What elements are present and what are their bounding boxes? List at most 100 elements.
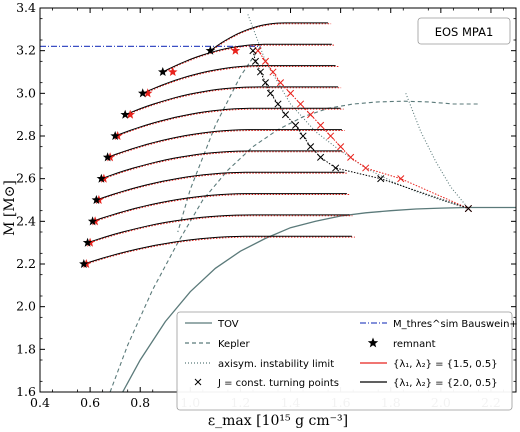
sequence-red-10	[213, 23, 332, 50]
black-turning-point-10	[317, 153, 325, 161]
red-turning-point-4	[286, 89, 295, 97]
y-tick-label-3: 2.2	[16, 256, 36, 271]
y-tick-label-5: 2.6	[16, 171, 36, 186]
sequence-black-2	[92, 193, 347, 222]
legend-turning-label: J = const. turning points	[217, 378, 339, 389]
tov-curve	[122, 206, 516, 393]
black-turning-point-12	[377, 175, 385, 183]
eos-label: EOS MPA1	[435, 25, 494, 39]
black-remnant-5	[102, 152, 113, 162]
y-tick-label-2: 2.0	[16, 299, 36, 314]
black-turning-point-6	[281, 111, 290, 119]
sequence-black-3	[96, 171, 345, 201]
red-remnant-7	[125, 109, 135, 119]
sequence-red-8	[145, 66, 339, 94]
black-remnant-8	[138, 88, 148, 98]
black-turning-point-11	[332, 164, 340, 172]
kepler-upper-curve	[177, 46, 261, 233]
black-remnant-6	[110, 131, 120, 140]
black-turning-point-2	[256, 68, 265, 76]
sequence-black-6	[115, 107, 341, 137]
legend-instability-label: axisym. instability limit	[218, 359, 334, 370]
legend-remnant-star-icon	[367, 337, 379, 348]
black-turning-point-3	[261, 79, 270, 87]
sequence-black-8	[142, 65, 336, 94]
red-turning-point-3	[276, 79, 285, 87]
x-tick-label-1: 0.6	[80, 395, 100, 410]
black-turning-point-0	[249, 47, 257, 55]
y-tick-label-8: 3.2	[16, 43, 36, 58]
sequence-red-3	[99, 172, 348, 201]
x-tick-label-0: 0.4	[30, 395, 50, 410]
black-remnant-4	[96, 173, 107, 183]
y-tick-label-1: 1.8	[16, 341, 36, 356]
red-remnant-8	[143, 88, 153, 98]
legend-kepler-label: Kepler	[218, 339, 250, 350]
legend-tov-label: TOV	[217, 319, 239, 330]
red-turning-point-11	[362, 164, 370, 172]
black-turning-point-8	[299, 132, 307, 140]
sequence-red-0	[86, 236, 355, 265]
black-turning-point-1	[251, 57, 260, 65]
red-turning-point-8	[327, 132, 335, 140]
red-turning-point-9	[337, 143, 345, 151]
black-remnant-10	[205, 45, 216, 55]
chart-curves	[40, 14, 516, 393]
black-turning-point-9	[307, 143, 315, 151]
legend-red-label: {λ₁, λ₂} = {1.5, 0.5}	[393, 359, 498, 370]
red-turning-point-5	[296, 100, 305, 108]
sequence-black-7	[125, 86, 339, 116]
black-turning-point-5	[274, 100, 282, 108]
red-remnant-10	[230, 45, 241, 55]
sequence-black-9	[162, 43, 332, 73]
black-remnant-1	[82, 237, 93, 247]
y-tick-label-0: 1.6	[16, 384, 36, 399]
sequence-red-2	[95, 194, 350, 222]
red-turning-point-10	[347, 153, 355, 161]
black-turning-point-7	[291, 121, 300, 129]
sequence-black-1	[87, 214, 350, 244]
y-tick-label-6: 2.8	[16, 128, 36, 143]
red-turning-point-1	[261, 57, 270, 65]
black-remnant-9	[158, 67, 168, 76]
black-remnant-3	[91, 195, 102, 204]
sequence-black-0	[83, 235, 352, 265]
x-axis-title: ε_max [10¹⁵ g cm⁻³]	[208, 413, 348, 429]
instability-branch-curve	[405, 93, 469, 209]
legend-threshold-label: M_thres^sim Bauswein+ (2020)	[393, 319, 520, 330]
sequence-black-5	[107, 129, 342, 158]
legend-black-label: {λ₁, λ₂} = {2.0, 0.5}	[393, 378, 498, 389]
legend: TOV Kepler axisym. instability limit J =…	[176, 311, 520, 411]
y-tick-label-7: 3.0	[16, 85, 36, 100]
sequence-red-9	[165, 44, 335, 72]
sequence-black-10	[210, 22, 329, 52]
red-turning-point-12	[397, 175, 405, 183]
legend-turning-point-x-icon	[194, 378, 202, 386]
red-turning-point-6	[307, 111, 315, 119]
eos-label-box: EOS MPA1	[417, 17, 511, 45]
sequence-red-6	[118, 108, 344, 137]
sequence-red-4	[104, 151, 345, 179]
black-turning-line	[252, 50, 469, 209]
red-turning-point-2	[269, 68, 277, 76]
sequence-black-4	[101, 150, 342, 180]
y-tick-label-4: 2.4	[16, 213, 36, 228]
sequence-red-5	[110, 130, 345, 158]
x-tick-label-2: 0.8	[130, 395, 150, 410]
y-axis-title: M [M⊙]	[2, 180, 18, 236]
black-remnant-2	[87, 216, 98, 226]
y-tick-label-9: 3.4	[16, 0, 36, 15]
black-turning-point-13	[464, 204, 472, 213]
black-remnant-0	[79, 259, 89, 268]
black-remnant-7	[120, 109, 130, 119]
chart-markers	[79, 45, 472, 268]
sequence-red-7	[128, 87, 342, 115]
black-turning-point-4	[266, 89, 275, 97]
red-turning-point-0	[254, 47, 262, 55]
red-remnant-9	[168, 67, 178, 76]
legend-remnant-label: remnant	[393, 339, 436, 350]
sequence-red-1	[90, 215, 353, 243]
red-turning-point-7	[317, 121, 325, 129]
kepler-curve	[109, 100, 479, 393]
